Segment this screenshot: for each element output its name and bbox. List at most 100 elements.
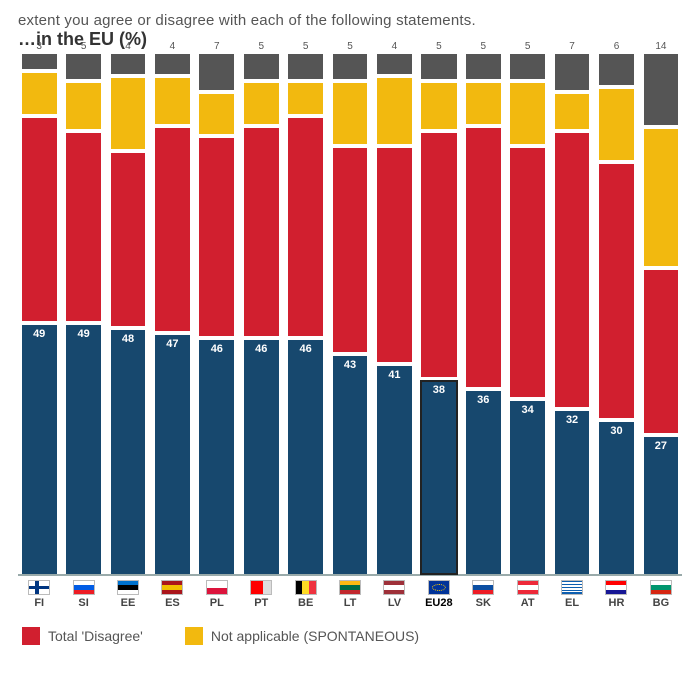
bar-segment-label: 5 [66, 42, 101, 52]
bar-segment-disagree: 40 [22, 118, 57, 321]
legend-na: Not applicable (SPONTANEOUS) [185, 627, 419, 645]
x-tick: FI [18, 580, 60, 609]
country-code: AT [521, 597, 535, 609]
legend-swatch-disagree [22, 627, 40, 645]
bar-stack: 4834144 [107, 54, 149, 574]
bar-segment-label: 36 [466, 395, 501, 406]
bar-stack: 493795 [62, 54, 104, 574]
flag-sk [472, 580, 494, 595]
bar-segment-label: 49 [66, 329, 101, 340]
x-tick: ES [151, 580, 193, 609]
bar-segment-label: 7 [555, 42, 590, 52]
bar-segment-dk: 5 [66, 54, 101, 79]
bar-segment-disagree: 37 [66, 133, 101, 321]
bar-segment-agree: 49 [22, 325, 57, 574]
bar-segment-disagree: 48 [421, 133, 457, 377]
bar-segment-disagree: 42 [377, 148, 412, 361]
bar-segment-label: 5 [510, 42, 545, 52]
legend-disagree: Total 'Disagree' [22, 627, 143, 645]
bar-segment-label: 48 [111, 334, 146, 345]
bar-stack: 464365 [284, 54, 326, 574]
bar-segment-agree: 32 [555, 411, 590, 574]
x-tick: HR [595, 580, 637, 609]
bar-segment-label: 41 [377, 370, 412, 381]
bar-segment-label: 5 [288, 42, 323, 52]
bar-column: 474094 [151, 54, 193, 574]
bar-segment-dk: 5 [510, 54, 545, 79]
country-code: EL [565, 597, 579, 609]
country-code: HR [609, 597, 625, 609]
bar-stack: 494083 [18, 54, 60, 574]
flag-be [295, 580, 317, 595]
bar-segment-disagree: 51 [466, 128, 501, 387]
bar-column: 3050146 [595, 54, 637, 574]
country-code: SI [78, 597, 88, 609]
bar-segment-label: 4 [377, 42, 412, 52]
x-tick: EU28 [418, 580, 460, 609]
bar-stack: 3449125 [506, 54, 548, 574]
bar-segment-label: 7 [199, 42, 234, 52]
bar-segment-dk: 5 [333, 54, 368, 79]
bar-segment-agree: 43 [333, 356, 368, 574]
legend-label-disagree: Total 'Disagree' [48, 628, 143, 644]
bar-column: 494083 [18, 54, 60, 574]
legend-label-na: Not applicable (SPONTANEOUS) [211, 628, 419, 644]
bar-segment-na: 9 [421, 83, 457, 129]
country-code: ES [165, 597, 180, 609]
bar-segment-agree: 38 [421, 381, 457, 574]
bar-column: 3449125 [506, 54, 548, 574]
bar-segment-label: 4 [155, 42, 190, 52]
bar-segment-label: 30 [599, 426, 634, 437]
country-code: BG [653, 597, 670, 609]
flag-el [561, 580, 583, 595]
flag-lt [339, 580, 361, 595]
x-tick: SK [462, 580, 504, 609]
country-code: PT [254, 597, 268, 609]
country-code: PL [210, 597, 224, 609]
bar-segment-na: 14 [111, 78, 146, 149]
bar-segment-label: 5 [333, 42, 368, 52]
bar-segment-agree: 34 [510, 401, 545, 574]
title-line-1: extent you agree or disagree with each o… [18, 12, 682, 29]
bar-segment-na: 8 [466, 83, 501, 124]
country-code: EE [121, 597, 136, 609]
bar-segment-label: 32 [555, 415, 590, 426]
flag-pt [250, 580, 272, 595]
bar-segment-label: 6 [599, 42, 634, 52]
country-code: EU28 [425, 597, 453, 609]
bar-segment-agree: 46 [288, 340, 323, 574]
x-tick: SI [62, 580, 104, 609]
bar-segment-na: 7 [555, 94, 590, 130]
x-tick: LV [373, 580, 415, 609]
bar-column: 325477 [551, 54, 593, 574]
bar-segment-label: 5 [466, 42, 501, 52]
bar-segment-disagree: 40 [155, 128, 190, 331]
bar-segment-dk: 4 [377, 54, 412, 74]
bar-column: 384895 [418, 54, 460, 574]
bar-segment-dk: 5 [288, 54, 323, 79]
bar-segment-label: 46 [199, 344, 234, 355]
flag-lv [383, 580, 405, 595]
x-tick: PL [196, 580, 238, 609]
country-code: LV [388, 597, 401, 609]
bar-segment-label: 14 [644, 42, 679, 52]
bar-segment-na: 6 [288, 83, 323, 113]
flag-pl [206, 580, 228, 595]
bar-segment-label: 47 [155, 339, 190, 350]
bar-segment-agree: 46 [199, 340, 234, 574]
bar-segment-label: 49 [22, 329, 57, 340]
bar-segment-label: 34 [510, 405, 545, 416]
bar-column: 4834144 [107, 54, 149, 574]
bar-segment-disagree: 40 [333, 148, 368, 351]
bars-area: 4940834937954834144474094463987464185464… [18, 56, 682, 576]
bar-stack: 384895 [418, 54, 460, 574]
bar-segment-na: 8 [199, 94, 234, 135]
bar-segment-na: 14 [599, 89, 634, 160]
bar-segment-label: 5 [421, 42, 457, 52]
bar-column: 365185 [462, 54, 504, 574]
bar-segment-agree: 46 [244, 340, 279, 574]
x-tick: PT [240, 580, 282, 609]
country-code: SK [476, 597, 491, 609]
bar-segment-agree: 41 [377, 366, 412, 574]
bar-stack: 4340125 [329, 54, 371, 574]
